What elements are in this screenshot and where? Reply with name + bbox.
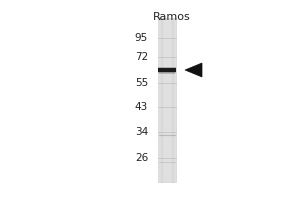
Text: 72: 72 bbox=[135, 52, 148, 62]
Text: 55: 55 bbox=[135, 78, 148, 88]
Polygon shape bbox=[185, 63, 202, 77]
Text: 95: 95 bbox=[135, 33, 148, 43]
Text: 43: 43 bbox=[135, 102, 148, 112]
Bar bbox=[158, 18, 176, 182]
Text: 34: 34 bbox=[135, 127, 148, 137]
Text: Ramos: Ramos bbox=[153, 12, 191, 22]
Text: 26: 26 bbox=[135, 153, 148, 163]
